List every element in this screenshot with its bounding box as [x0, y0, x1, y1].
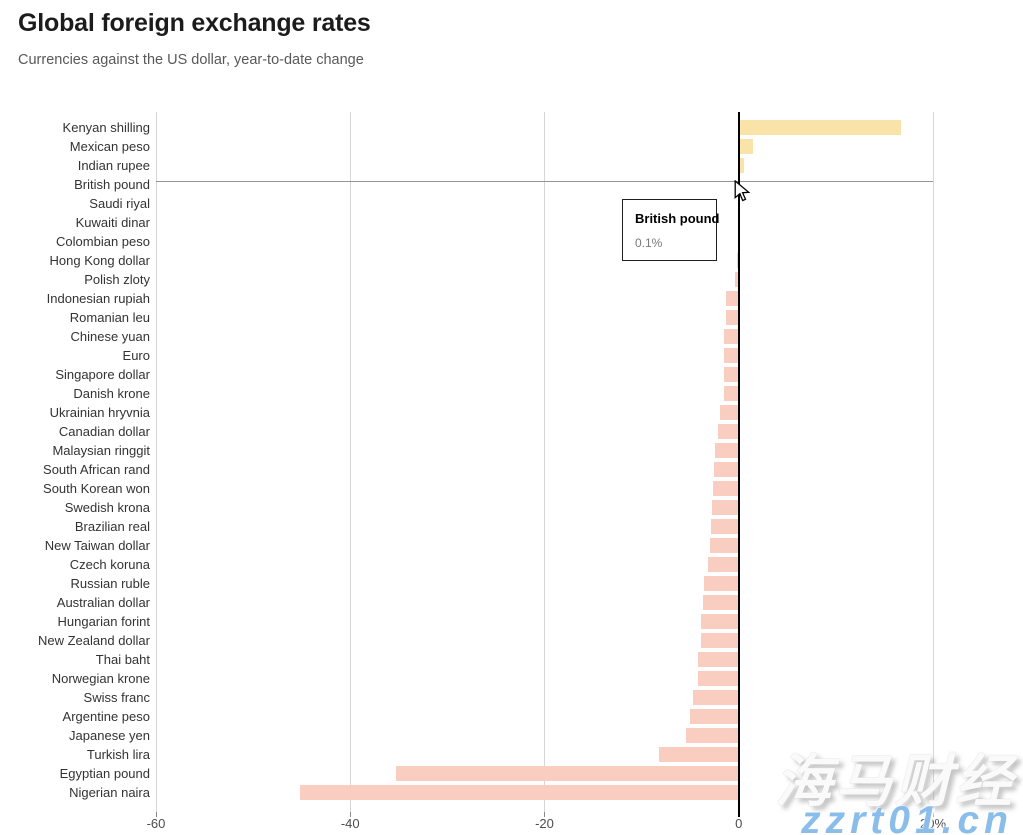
category-label: Russian ruble	[70, 576, 151, 591]
category-label: Japanese yen	[69, 728, 150, 743]
x-axis-tick-label: -60	[146, 816, 166, 831]
category-label: Nigerian naira	[69, 785, 150, 800]
bar[interactable]	[702, 595, 739, 610]
axis-tick	[155, 812, 157, 817]
category-label: New Zealand dollar	[37, 633, 150, 648]
bar[interactable]	[724, 367, 739, 382]
x-axis-tick-label: 20%	[919, 816, 947, 831]
bar[interactable]	[299, 785, 739, 800]
category-label: Norwegian krone	[51, 671, 150, 686]
bar[interactable]	[718, 424, 739, 439]
gridline	[932, 112, 934, 812]
category-label: Danish krone	[73, 386, 150, 401]
tooltip: British pound 0.1%	[622, 199, 720, 261]
category-label: Hong Kong dollar	[49, 253, 150, 268]
bar[interactable]	[659, 747, 739, 762]
bar[interactable]	[697, 652, 739, 667]
category-label: Kenyan shilling	[62, 120, 150, 135]
category-label: Euro	[122, 348, 150, 363]
bar[interactable]	[693, 690, 739, 705]
bar[interactable]	[703, 576, 739, 591]
category-label: Hungarian forint	[57, 614, 151, 629]
bar[interactable]	[714, 462, 739, 477]
gridline	[349, 112, 351, 812]
category-label: Ukrainian hryvnia	[49, 405, 150, 420]
bar[interactable]	[720, 405, 739, 420]
bar[interactable]	[700, 614, 739, 629]
zero-baseline	[738, 112, 740, 817]
category-label: South Korean won	[43, 481, 150, 496]
tooltip-value: 0.1%	[635, 236, 663, 250]
gridline	[155, 112, 157, 812]
category-label: South African rand	[43, 462, 150, 477]
axis-tick	[932, 812, 934, 817]
category-label: Kuwaiti dinar	[75, 215, 150, 230]
bar[interactable]	[697, 671, 739, 686]
page-title: Global foreign exchange rates	[18, 9, 371, 37]
gridline	[544, 112, 545, 812]
category-label: Indonesian rupiah	[46, 291, 150, 306]
category-label: Romanian leu	[69, 310, 150, 325]
category-label: Czech koruna	[69, 557, 150, 572]
bar[interactable]	[690, 709, 739, 724]
bar[interactable]	[709, 538, 739, 553]
category-label: Indian rupee	[77, 158, 150, 173]
category-label: New Taiwan dollar	[44, 538, 150, 553]
tooltip-title: British pound	[635, 211, 720, 226]
axis-tick	[544, 812, 545, 817]
category-label: Brazilian real	[74, 519, 150, 534]
bar[interactable]	[738, 158, 744, 173]
category-label: Swiss franc	[83, 690, 150, 705]
category-label: Thai baht	[95, 652, 150, 667]
bar[interactable]	[724, 348, 739, 363]
bar[interactable]	[686, 728, 739, 743]
bar[interactable]	[711, 500, 739, 515]
hovered-row-line	[156, 181, 933, 182]
bar[interactable]	[738, 139, 754, 154]
bar[interactable]	[724, 329, 739, 344]
category-label: Turkish lira	[86, 747, 150, 762]
category-label: Mexican peso	[69, 139, 150, 154]
bar[interactable]	[710, 519, 739, 534]
bar[interactable]	[736, 253, 739, 268]
category-label: Saudi riyal	[89, 196, 150, 211]
bar[interactable]	[724, 386, 739, 401]
category-label: Swedish krona	[64, 500, 150, 515]
bar[interactable]	[712, 481, 739, 496]
x-axis-tick-label: -40	[340, 816, 360, 831]
bar[interactable]	[738, 120, 901, 135]
page-subtitle: Currencies against the US dollar, year-t…	[18, 52, 364, 68]
category-label: Australian dollar	[56, 595, 150, 610]
bar[interactable]	[707, 557, 739, 572]
category-label: Argentine peso	[62, 709, 150, 724]
category-label: British pound	[74, 177, 150, 192]
x-axis-tick-label: -20	[535, 816, 554, 831]
bar[interactable]	[726, 291, 739, 306]
mouse-cursor-icon	[734, 179, 752, 209]
bar[interactable]	[734, 272, 739, 287]
bar[interactable]	[726, 310, 739, 325]
category-label: Singapore dollar	[55, 367, 150, 382]
bar[interactable]	[700, 633, 739, 648]
category-label: Colombian peso	[56, 234, 150, 249]
category-label: Chinese yuan	[70, 329, 151, 344]
category-label: Egyptian pound	[59, 766, 150, 781]
x-axis-tick-label: 0	[735, 816, 743, 831]
category-label: Malaysian ringgit	[52, 443, 150, 458]
bar[interactable]	[715, 443, 739, 458]
bar[interactable]	[395, 766, 739, 781]
category-label: Polish zloty	[84, 272, 150, 287]
axis-tick	[349, 812, 351, 817]
category-label: Canadian dollar	[58, 424, 150, 439]
